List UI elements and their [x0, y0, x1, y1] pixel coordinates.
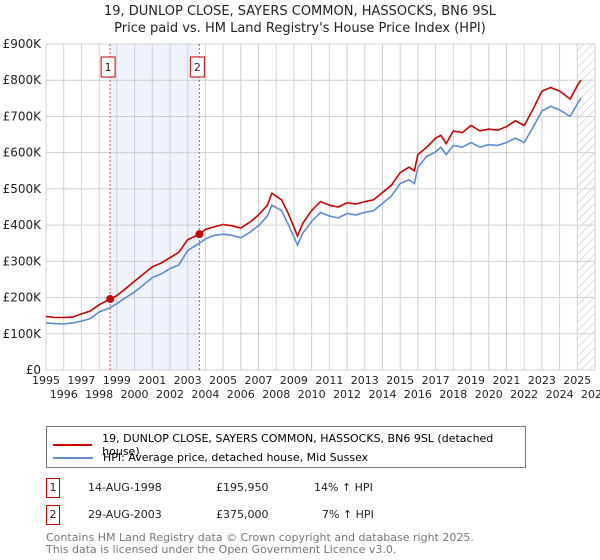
x-tick-label: 2014	[368, 388, 396, 401]
x-tick-label: 2013	[351, 374, 379, 387]
footer: Contains HM Land Registry data © Crown c…	[46, 532, 474, 556]
x-tick-label: 2007	[245, 374, 273, 387]
x-tick-label: 2023	[528, 374, 556, 387]
sale-price: £195,950	[216, 481, 269, 494]
x-tick-label: 2022	[510, 388, 538, 401]
chart-title: 19, DUNLOP CLOSE, SAYERS COMMON, HASSOCK…	[103, 4, 497, 19]
sale-price: £375,000	[216, 508, 269, 521]
legend: 19, DUNLOP CLOSE, SAYERS COMMON, HASSOCK…	[46, 426, 526, 468]
x-tick-label: 2012	[333, 388, 361, 401]
sale-point	[106, 295, 115, 304]
legend-item-hpi: HPI: Average price, detached house, Mid …	[53, 451, 368, 464]
x-tick-label: 2019	[457, 374, 485, 387]
x-tick-label: 2009	[280, 374, 308, 387]
y-tick-label: £600K	[3, 146, 43, 160]
sale-date: 14-AUG-1998	[88, 481, 162, 494]
x-tick-label: 1996	[50, 388, 78, 401]
sale-hpi-change: 7% ↑ HPI	[322, 508, 374, 521]
y-tick-label: £0	[26, 363, 41, 377]
sale-badge: 1	[46, 478, 60, 498]
x-tick-label: 2006	[227, 388, 255, 401]
x-tick-label: 2003	[174, 374, 202, 387]
x-tick-label: 2001	[138, 374, 166, 387]
x-tick-label: 1999	[103, 374, 131, 387]
x-tick-label: 2005	[209, 374, 237, 387]
sale-label: 2	[194, 61, 201, 74]
legend-label-hpi: HPI: Average price, detached house, Mid …	[103, 451, 369, 464]
y-tick-label: £300K	[3, 254, 43, 268]
y-tick-label: £400K	[3, 218, 43, 232]
y-tick-label: £200K	[3, 291, 43, 305]
footer-licence: This data is licensed under the Open Gov…	[46, 543, 397, 556]
y-tick-label: £100K	[3, 327, 43, 341]
x-tick-label: 1998	[85, 388, 113, 401]
x-tick-label: 2011	[315, 374, 343, 387]
x-tick-label: 2002	[156, 388, 184, 401]
legend-swatch-red	[53, 444, 93, 446]
sale-label-box	[189, 56, 205, 78]
y-tick-label: £500K	[3, 182, 43, 196]
legend-item-property: 19, DUNLOP CLOSE, SAYERS COMMON, HASSOCK…	[53, 432, 525, 458]
x-tick-label: 2024	[546, 388, 574, 401]
sale-point	[195, 230, 204, 239]
x-tick-label: 2026	[581, 388, 600, 401]
x-tick-label: 2025	[563, 374, 591, 387]
x-tick-label: 2021	[492, 374, 520, 387]
forecast-hatch	[577, 44, 595, 370]
y-tick-label: £700K	[3, 109, 43, 123]
legend-label-property: 19, DUNLOP CLOSE, SAYERS COMMON, HASSOCK…	[102, 432, 494, 458]
chart-subtitle: Price paid vs. HM Land Registry's House …	[114, 21, 486, 36]
x-tick-label: 2020	[475, 388, 503, 401]
x-tick-label: 2008	[262, 388, 290, 401]
x-tick-label: 2000	[121, 388, 149, 401]
x-tick-label: 2004	[191, 388, 219, 401]
y-tick-label: £800K	[3, 73, 43, 87]
hpi-line	[45, 97, 582, 325]
x-tick-label: 2016	[404, 388, 432, 401]
legend-swatch-blue	[53, 456, 93, 459]
sale-hpi-change: 14% ↑ HPI	[314, 481, 373, 494]
sale-date: 29-AUG-2003	[88, 508, 162, 521]
sale-label: 1	[105, 61, 112, 74]
x-tick-label: 2017	[422, 374, 450, 387]
x-tick-label: 2015	[386, 374, 414, 387]
x-tick-label: 1997	[67, 374, 95, 387]
ownership-shade	[110, 44, 200, 370]
sale-label-box	[100, 56, 116, 78]
property-price-line	[45, 79, 582, 319]
sale-badge: 2	[46, 505, 60, 525]
y-tick-label: £900K	[3, 37, 43, 51]
x-tick-label: 2010	[298, 388, 326, 401]
x-tick-label: 2018	[439, 388, 467, 401]
x-tick-label: 1995	[32, 374, 60, 387]
footer-copyright: Contains HM Land Registry data © Crown c…	[46, 531, 474, 544]
